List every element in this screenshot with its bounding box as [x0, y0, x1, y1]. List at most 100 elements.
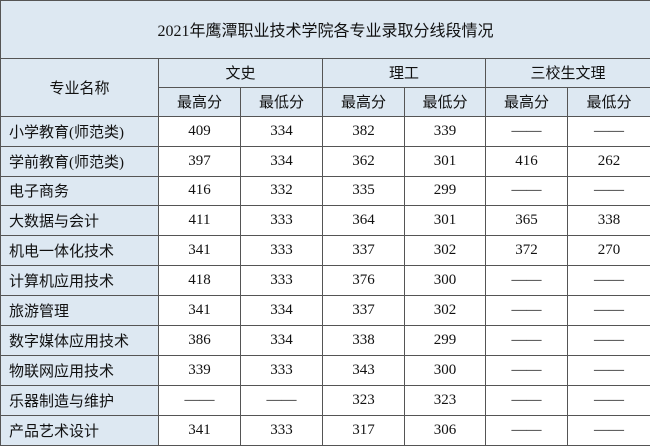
- major-name: 产品艺术设计: [0, 415, 159, 446]
- score: 262: [566, 145, 650, 177]
- score: 341: [158, 415, 241, 446]
- score: ——: [485, 325, 568, 357]
- score: 301: [404, 145, 486, 177]
- score: ——: [566, 175, 650, 207]
- score: 416: [158, 175, 241, 207]
- score: ——: [485, 415, 568, 446]
- score: 337: [322, 295, 405, 327]
- major-name: 学前教育(师范类): [0, 145, 159, 177]
- score: 333: [240, 415, 323, 446]
- score: 332: [240, 175, 323, 207]
- score: 338: [566, 205, 650, 237]
- score: 302: [404, 295, 486, 327]
- score: 317: [322, 415, 405, 446]
- score: ——: [485, 385, 568, 416]
- table-title: 2021年鹰潭职业技术学院各专业录取分线段情况: [0, 0, 650, 59]
- data-row: 数字媒体应用技术 386 334 338 299 —— ——: [0, 325, 650, 357]
- score: 334: [240, 325, 323, 357]
- major-name: 数字媒体应用技术: [0, 325, 159, 357]
- score: 339: [158, 355, 241, 387]
- sub-header: 最高分: [485, 86, 568, 117]
- data-row: 大数据与会计 411 333 364 301 365 338: [0, 205, 650, 237]
- score: 416: [485, 145, 568, 177]
- score: 299: [404, 175, 486, 207]
- score: 300: [404, 265, 486, 297]
- score: 334: [240, 115, 323, 147]
- score: 362: [322, 145, 405, 177]
- score: 334: [240, 295, 323, 327]
- data-row: 小学教育(师范类) 409 334 382 339 —— ——: [0, 115, 650, 147]
- score: 382: [322, 115, 405, 147]
- score: 339: [404, 115, 486, 147]
- data-row: 机电一体化技术 341 333 337 302 372 270: [0, 235, 650, 267]
- major-name: 计算机应用技术: [0, 265, 159, 297]
- score: 341: [158, 295, 241, 327]
- data-row: 产品艺术设计 341 333 317 306 —— ——: [0, 415, 650, 446]
- score: 372: [485, 235, 568, 267]
- score: 333: [240, 355, 323, 387]
- score: 397: [158, 145, 241, 177]
- score: ——: [566, 415, 650, 446]
- score: 335: [322, 175, 405, 207]
- score: 409: [158, 115, 241, 147]
- sub-header: 最高分: [322, 86, 405, 117]
- data-row: 乐器制造与维护 —— —— 323 323 —— ——: [0, 385, 650, 416]
- major-name: 小学教育(师范类): [0, 115, 159, 147]
- data-row: 学前教育(师范类) 397 334 362 301 416 262: [0, 145, 650, 177]
- score: ——: [158, 385, 241, 416]
- score: ——: [566, 265, 650, 297]
- score: 376: [322, 265, 405, 297]
- score: 306: [404, 415, 486, 446]
- score: 411: [158, 205, 241, 237]
- score: 364: [322, 205, 405, 237]
- score: ——: [240, 385, 323, 416]
- score: 302: [404, 235, 486, 267]
- score: 386: [158, 325, 241, 357]
- score: 343: [322, 355, 405, 387]
- sub-header: 最高分: [158, 86, 241, 117]
- score: 337: [322, 235, 405, 267]
- score: 299: [404, 325, 486, 357]
- data-row: 电子商务 416 332 335 299 —— ——: [0, 175, 650, 207]
- score: ——: [485, 115, 568, 147]
- score: ——: [485, 175, 568, 207]
- group-header: 三校生文理: [484, 57, 650, 88]
- score: ——: [566, 115, 650, 147]
- score: ——: [566, 355, 650, 387]
- score: 300: [404, 355, 486, 387]
- major-header: 专业名称: [0, 57, 159, 117]
- sub-header: 最低分: [240, 86, 323, 117]
- score: 270: [566, 235, 650, 267]
- data-row: 计算机应用技术 418 333 376 300 —— ——: [0, 265, 650, 297]
- score: 323: [404, 385, 486, 416]
- score: 418: [158, 265, 241, 297]
- group-header: 理工: [322, 57, 486, 88]
- major-name: 电子商务: [0, 175, 159, 207]
- major-name: 旅游管理: [0, 295, 159, 327]
- score: 333: [240, 265, 323, 297]
- score: ——: [566, 295, 650, 327]
- major-name: 大数据与会计: [0, 205, 159, 237]
- major-name: 机电一体化技术: [0, 235, 159, 267]
- data-row: 物联网应用技术 339 333 343 300 —— ——: [0, 355, 650, 387]
- sub-header: 最低分: [404, 86, 486, 117]
- score: ——: [485, 295, 568, 327]
- score: ——: [566, 385, 650, 416]
- score: 365: [485, 205, 568, 237]
- score: ——: [566, 325, 650, 357]
- score: 341: [158, 235, 241, 267]
- score: 301: [404, 205, 486, 237]
- score: 333: [240, 205, 323, 237]
- score: ——: [485, 265, 568, 297]
- score: ——: [485, 355, 568, 387]
- sub-header-row: 最高分 最低分 最高分 最低分 最高分 最低分: [1, 86, 650, 117]
- major-name: 物联网应用技术: [0, 355, 159, 387]
- score: 323: [322, 385, 405, 416]
- sub-header: 最低分: [566, 86, 650, 117]
- score: 338: [322, 325, 405, 357]
- score: 334: [240, 145, 323, 177]
- data-row: 旅游管理 341 334 337 302 —— ——: [0, 295, 650, 327]
- group-header: 文史: [158, 57, 323, 88]
